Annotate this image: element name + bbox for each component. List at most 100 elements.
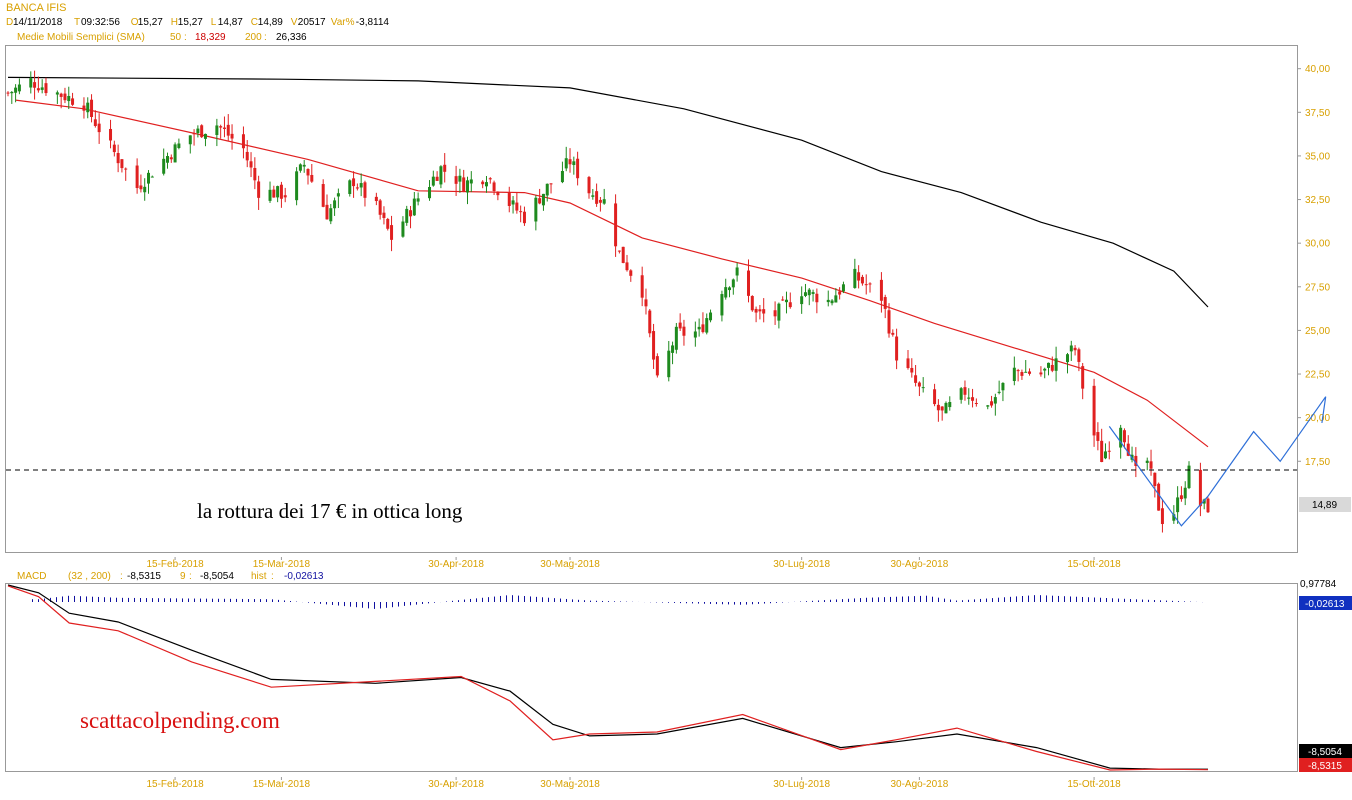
projection-path bbox=[1108, 396, 1327, 527]
macd-legend-label: MACD bbox=[17, 571, 46, 582]
candle-body bbox=[112, 144, 116, 153]
candle-body bbox=[93, 119, 97, 126]
candle-body bbox=[29, 78, 33, 88]
candle-body bbox=[1001, 382, 1005, 391]
candle-body bbox=[762, 309, 766, 314]
candle-body bbox=[253, 167, 257, 181]
candle-body bbox=[249, 161, 253, 168]
macd-top-label: 0,97784 bbox=[1300, 579, 1337, 590]
candle-body bbox=[97, 123, 101, 133]
x-tick-label: 15-Ott-2018 bbox=[1067, 779, 1121, 790]
candle-body bbox=[230, 133, 234, 139]
candle-body bbox=[63, 93, 67, 101]
candle-body bbox=[462, 177, 466, 192]
candle-body bbox=[1050, 364, 1054, 371]
last-price-label: 14,89 bbox=[1312, 500, 1337, 511]
candle-body bbox=[378, 200, 382, 215]
macd-legend-signal: 9 bbox=[180, 571, 186, 582]
candle-body bbox=[560, 171, 564, 183]
candle-body bbox=[279, 184, 283, 199]
candle-body bbox=[838, 291, 842, 295]
y-tick-label: 22,50 bbox=[1305, 370, 1330, 381]
candle-body bbox=[1179, 495, 1183, 500]
candle-body bbox=[55, 92, 59, 95]
candle-body bbox=[124, 168, 128, 170]
candle-body bbox=[709, 312, 713, 321]
candle-body bbox=[720, 294, 724, 316]
candle-body bbox=[857, 272, 861, 281]
candle-body bbox=[914, 375, 918, 383]
candle-body bbox=[879, 279, 883, 301]
candle-body bbox=[1149, 461, 1153, 469]
candle-body bbox=[834, 295, 838, 303]
candle-body bbox=[891, 332, 895, 335]
candle-body bbox=[1065, 354, 1069, 363]
sma200-path bbox=[7, 76, 1209, 308]
quote-key: C bbox=[251, 17, 258, 28]
brand-watermark: scattacolpending.com bbox=[80, 708, 280, 733]
macd-series-line bbox=[7, 585, 1209, 771]
macd-legend-colon2: : bbox=[189, 571, 192, 582]
x-tick-label: 30-Apr-2018 bbox=[428, 779, 484, 790]
candle-body bbox=[1134, 455, 1138, 466]
macd-signal-box bbox=[1299, 744, 1352, 758]
candle-body bbox=[993, 397, 997, 404]
candle-body bbox=[465, 180, 469, 193]
candle-body bbox=[541, 193, 545, 206]
y-tick-label: 27,50 bbox=[1305, 282, 1330, 293]
candle-body bbox=[701, 324, 705, 333]
quote-key: Var% bbox=[331, 17, 355, 28]
candle-body bbox=[435, 176, 439, 181]
candle-body bbox=[245, 151, 249, 161]
candle-body bbox=[116, 153, 120, 164]
candle-body bbox=[587, 177, 591, 194]
candle-body bbox=[272, 189, 276, 198]
candle-body bbox=[302, 164, 306, 167]
price-x-axis: 15-Feb-2018 15-Mar-2018 30-Apr-2018 30-Mag-… bbox=[146, 557, 1121, 570]
candle-body bbox=[967, 397, 971, 399]
candle-body bbox=[82, 105, 86, 111]
candle-body bbox=[306, 169, 310, 176]
candle-body bbox=[336, 193, 340, 197]
candle-body bbox=[310, 174, 314, 182]
candle-body bbox=[226, 124, 230, 136]
candle-body bbox=[192, 133, 196, 135]
candle-body bbox=[826, 299, 830, 303]
candle-body bbox=[428, 187, 432, 199]
sma50-path bbox=[15, 99, 1209, 448]
candle-body bbox=[803, 292, 807, 296]
candle-body bbox=[1187, 465, 1191, 489]
candle-body bbox=[705, 318, 709, 333]
candle-body bbox=[203, 133, 207, 139]
candle-body bbox=[921, 387, 925, 389]
candle-body bbox=[1145, 460, 1149, 463]
candle-body bbox=[1103, 451, 1107, 459]
candle-body bbox=[860, 276, 864, 284]
macd-legend-hist: -0,02613 bbox=[284, 571, 324, 582]
candle-body bbox=[800, 296, 804, 305]
y-tick-label: 25,00 bbox=[1305, 326, 1330, 337]
candle-body bbox=[321, 184, 325, 207]
candle-body bbox=[120, 159, 124, 169]
candle-body bbox=[747, 270, 751, 296]
quote-value: 15,27 bbox=[178, 17, 203, 28]
candle-body bbox=[864, 284, 868, 286]
candle-body bbox=[538, 198, 542, 204]
sma-legend-p1: 50 bbox=[170, 32, 182, 43]
candle-body bbox=[276, 186, 280, 198]
candle-body bbox=[67, 95, 71, 102]
x-tick-label: 30-Ago-2018 bbox=[890, 779, 948, 790]
candle-body bbox=[655, 356, 659, 376]
candle-body bbox=[40, 87, 44, 90]
candle-body bbox=[295, 171, 299, 201]
candle-body bbox=[298, 164, 302, 171]
candle-body bbox=[1153, 472, 1157, 487]
candle-body bbox=[674, 326, 678, 350]
candle-body bbox=[1202, 499, 1206, 504]
candle-body bbox=[728, 287, 732, 291]
candle-body bbox=[735, 267, 739, 276]
candle-body bbox=[1073, 347, 1077, 351]
candle-body bbox=[329, 208, 333, 222]
quote-value: 14,87 bbox=[218, 17, 243, 28]
